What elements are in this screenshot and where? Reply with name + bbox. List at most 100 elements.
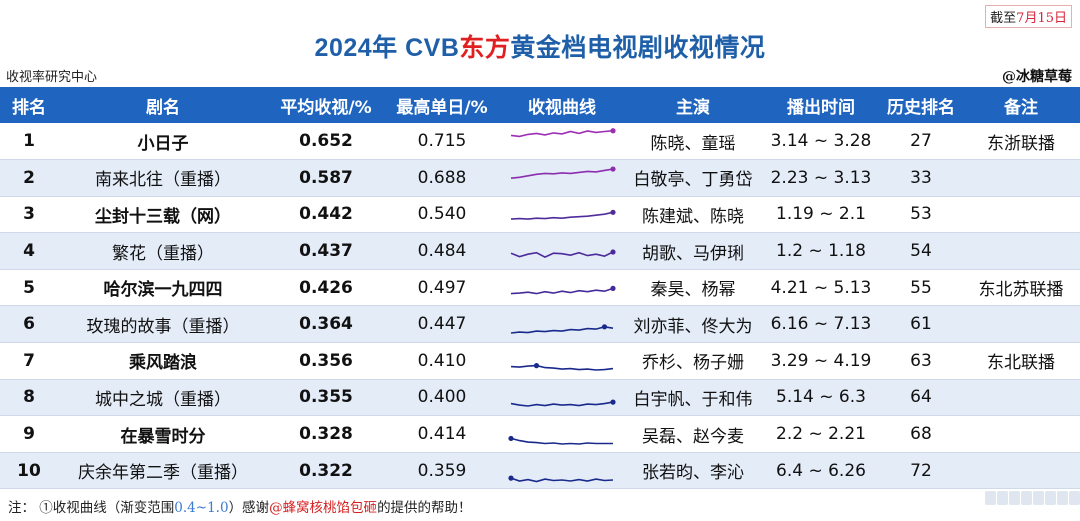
sparkline-line <box>510 476 614 482</box>
sparkline-line <box>510 168 614 179</box>
cell-note: 东北苏联播 <box>962 269 1080 307</box>
watermark-strip <box>985 491 1080 505</box>
cell-note <box>962 305 1080 344</box>
table-row: 7 乘风踏浪 0.356 0.410 乔杉、杨子姗 3.29 ~ 4.19 63 东北联播 <box>0 342 1080 380</box>
sparkline-peak-point <box>533 362 540 369</box>
cell-airtime: 4.21 ~ 5.13 <box>762 269 880 307</box>
rating-sparkline <box>510 210 616 221</box>
cell-cast: 陈晓、童瑶 <box>624 123 762 161</box>
sparkline-line <box>510 129 614 138</box>
cell-history: 53 <box>880 196 962 234</box>
cell-peak: 0.359 <box>384 452 500 490</box>
cell-name: 南来北往（重播） <box>58 159 268 197</box>
cell-peak: 0.447 <box>384 305 500 344</box>
cell-note: 东浙联播 <box>962 123 1080 161</box>
rating-sparkline <box>510 166 616 179</box>
table-row: 10 庆余年第二季（重播） 0.322 0.359 张若昀、李沁 6.4 ~ 6.26 72 <box>0 452 1080 490</box>
ratings-table: 排名 剧名 平均收视/% 最高单日/% 收视曲线 主演 播出时间 历史排名 备注… <box>0 87 1080 490</box>
cell-name: 乘风踏浪 <box>58 342 268 380</box>
cell-rank: 5 <box>0 269 58 307</box>
col-name: 剧名 <box>58 87 268 123</box>
cell-name: 哈尔滨一九四四 <box>58 269 268 307</box>
cell-airtime: 3.29 ~ 4.19 <box>762 342 880 380</box>
cell-note <box>962 379 1080 417</box>
cell-name: 城中之城（重播） <box>58 379 268 417</box>
sparkline-peak-point <box>601 324 608 330</box>
cell-note: 东北联播 <box>962 342 1080 380</box>
sparkline-peak-point <box>610 249 616 255</box>
cell-avg: 0.442 <box>268 196 384 234</box>
cell-curve <box>500 196 624 234</box>
table-row: 2 南来北往（重播） 0.587 0.688 白敬亭、丁勇岱 2.23 ~ 3.13 33 <box>0 159 1080 197</box>
cell-history: 63 <box>880 342 962 380</box>
cell-history: 55 <box>880 269 962 307</box>
sparkline-peak-point <box>610 285 616 291</box>
col-avg: 平均收视/% <box>268 87 384 123</box>
cell-cast: 陈建斌、陈晓 <box>624 196 762 234</box>
cell-history: 72 <box>880 452 962 490</box>
cell-peak: 0.497 <box>384 269 500 307</box>
cell-note <box>962 196 1080 234</box>
cell-name: 繁花（重播） <box>58 232 268 270</box>
cell-history: 27 <box>880 123 962 161</box>
table-row: 6 玫瑰的故事（重播） 0.364 0.447 刘亦菲、佟大为 6.16 ~ 7.13 61 <box>0 305 1080 344</box>
cell-peak: 0.540 <box>384 196 500 234</box>
title-suffix: 黄金档电视剧收视情况 <box>510 34 766 62</box>
cell-peak: 0.410 <box>384 342 500 380</box>
cutoff-prefix: 截至 <box>990 11 1017 26</box>
cell-avg: 0.328 <box>268 415 384 453</box>
cell-rank: 10 <box>0 452 58 490</box>
cell-rank: 7 <box>0 342 58 380</box>
cell-peak: 0.414 <box>384 415 500 453</box>
cell-peak: 0.484 <box>384 232 500 270</box>
cell-cast: 白敬亭、丁勇岱 <box>624 159 762 197</box>
sparkline-line <box>510 287 614 295</box>
cell-airtime: 5.14 ~ 6.3 <box>762 379 880 417</box>
cell-note <box>962 159 1080 197</box>
cell-rank: 6 <box>0 305 58 344</box>
footnote-credit: @蜂窝核桃馅包砸 <box>269 500 378 516</box>
footnote-range: 0.4~1.0 <box>174 500 229 516</box>
table-row: 8 城中之城（重播） 0.355 0.400 白宇帆、于和伟 5.14 ~ 6.3 64 <box>0 379 1080 417</box>
cell-name: 在暴雪时分 <box>58 415 268 453</box>
title-prefix: 2024年 CVB <box>314 34 460 62</box>
col-peak: 最高单日/% <box>384 87 500 123</box>
col-curve: 收视曲线 <box>500 87 624 123</box>
cell-rank: 3 <box>0 196 58 234</box>
cell-avg: 0.356 <box>268 342 384 380</box>
sparkline-peak-point <box>508 435 514 442</box>
rating-sparkline <box>510 362 614 371</box>
footnote-middle: ）感谢 <box>228 500 270 516</box>
table-row: 5 哈尔滨一九四四 0.426 0.497 秦昊、杨幂 4.21 ~ 5.13 55 东北苏联… <box>0 269 1080 307</box>
cutoff-date-value: 7月15日 <box>1016 11 1067 26</box>
cell-curve <box>500 123 624 161</box>
cell-peak: 0.715 <box>384 123 500 161</box>
sparkline-peak-point <box>610 399 616 406</box>
cell-rank: 4 <box>0 232 58 270</box>
col-note: 备注 <box>962 87 1080 123</box>
cell-curve <box>500 305 624 344</box>
table-row: 4 繁花（重播） 0.437 0.484 胡歌、马伊琍 1.2 ~ 1.18 54 <box>0 232 1080 270</box>
table-row: 3 尘封十三载（网） 0.442 0.540 陈建斌、陈晓 1.19 ~ 2.1 53 <box>0 196 1080 234</box>
col-cast: 主演 <box>624 87 762 123</box>
cell-curve <box>500 415 624 453</box>
sparkline-peak-point <box>508 475 514 481</box>
cell-cast: 乔杉、杨子姗 <box>624 342 762 380</box>
cell-cast: 白宇帆、于和伟 <box>624 379 762 417</box>
sparkline-line <box>510 401 614 408</box>
cell-rank: 1 <box>0 123 58 161</box>
cell-avg: 0.652 <box>268 123 384 161</box>
cell-rank: 2 <box>0 159 58 197</box>
cell-avg: 0.322 <box>268 452 384 490</box>
footnote-prefix: 注： ①收视曲线（渐变范围 <box>8 500 175 516</box>
cell-cast: 张若昀、李沁 <box>624 452 762 490</box>
rating-sparkline <box>510 324 614 335</box>
cell-history: 33 <box>880 159 962 197</box>
cell-history: 54 <box>880 232 962 270</box>
rating-sparkline <box>508 435 613 445</box>
page-title: 2024年 CVB东方黄金档电视剧收视情况 <box>0 28 1080 64</box>
cell-history: 61 <box>880 305 962 344</box>
cell-cast: 胡歌、马伊琍 <box>624 232 762 270</box>
sparkline-line <box>510 212 614 221</box>
cell-name: 尘封十三载（网） <box>58 196 268 234</box>
